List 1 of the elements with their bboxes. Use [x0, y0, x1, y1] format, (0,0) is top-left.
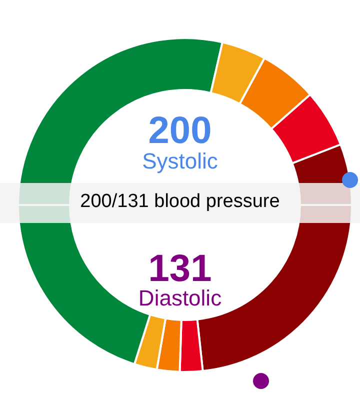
text: 200/131 blood pressure [80, 191, 280, 212]
